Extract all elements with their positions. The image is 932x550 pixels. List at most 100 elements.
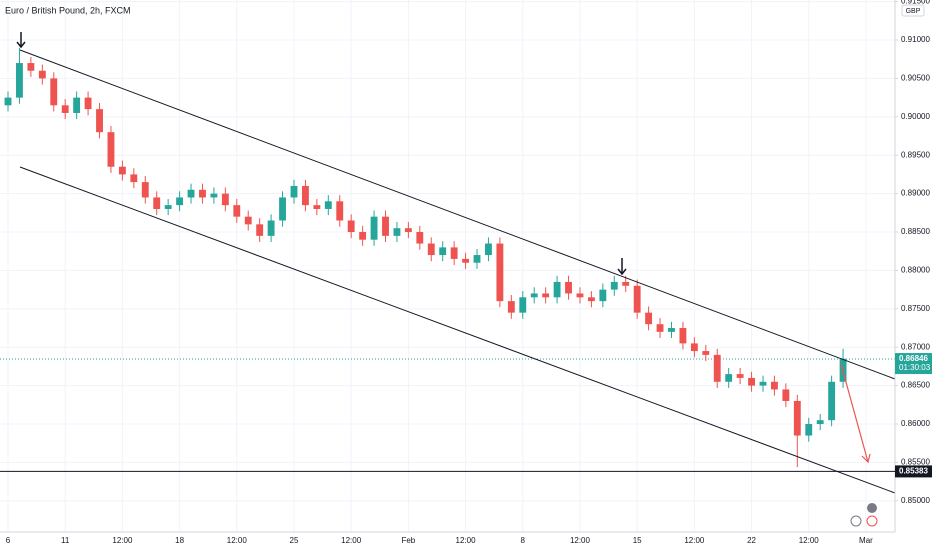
candle-body: [359, 232, 367, 240]
y-tick-label: 0.87000: [901, 342, 930, 351]
candle-body: [816, 420, 824, 425]
candle-body: [507, 301, 515, 313]
candle-body: [450, 247, 458, 259]
x-tick-label: 11: [61, 536, 70, 545]
x-tick-label: 12:00: [112, 536, 133, 545]
candle-body: [16, 63, 23, 98]
candle-body: [736, 374, 744, 378]
x-tick-label: 12:00: [456, 536, 477, 545]
candle-body: [221, 193, 229, 206]
last-price-label: 0.86846: [899, 354, 928, 363]
candle-body: [347, 220, 355, 233]
candle-body: [73, 97, 81, 113]
candle-body: [530, 293, 538, 298]
candle-body: [782, 389, 790, 401]
candle-body: [61, 105, 69, 113]
candle-body: [542, 293, 550, 298]
candle-body: [793, 400, 801, 436]
candle-body: [164, 205, 172, 209]
y-tick-label: 0.85500: [901, 458, 930, 467]
countdown: 01:30:03: [899, 363, 931, 372]
candle-body: [668, 328, 675, 332]
candle-body: [416, 232, 424, 244]
candle-body: [656, 324, 664, 332]
candle-body: [496, 243, 504, 302]
candle-body: [50, 78, 58, 106]
candle-body: [267, 220, 275, 236]
x-tick-label: 12:00: [684, 536, 705, 545]
candle-body: [118, 166, 126, 175]
candle-body: [324, 201, 332, 209]
candle-body: [427, 243, 435, 256]
candle-body: [462, 258, 470, 263]
candle-body: [690, 343, 698, 352]
candle-body: [565, 281, 572, 294]
channel-lower: [19, 166, 896, 494]
candle-body: [702, 351, 710, 355]
y-tick-label: 0.88000: [901, 266, 930, 275]
y-tick-label: 0.91500: [901, 0, 930, 6]
candle-body: [439, 247, 447, 256]
candle-body: [553, 281, 561, 298]
y-tick-label: 0.90000: [901, 112, 930, 121]
candle-body: [141, 182, 149, 198]
candle-body: [96, 109, 103, 133]
candle-body: [633, 285, 641, 313]
candle-body: [153, 197, 161, 209]
grid: [0, 0, 895, 532]
y-tick-label: 0.89500: [901, 150, 930, 159]
arrow-down: [16, 32, 26, 49]
currency: GBP: [906, 8, 921, 15]
candle-body: [473, 255, 481, 263]
x-tick-label: 22: [747, 536, 756, 545]
candle-body: [4, 97, 12, 106]
candle-body: [725, 374, 733, 382]
candle-body: [576, 293, 584, 298]
candle-body: [370, 216, 378, 240]
x-tick-label: 12:00: [570, 536, 591, 545]
level-label: 0.85383: [899, 467, 928, 476]
x-tick-label: 8: [521, 536, 526, 545]
price-axis-bg: [895, 0, 932, 550]
arrow-down: [617, 258, 627, 276]
candle-body: [176, 197, 184, 206]
x-tick-label: Feb: [401, 536, 415, 545]
candle-body: [759, 381, 767, 386]
x-tick-label: 12:00: [227, 536, 248, 545]
currency-box: [901, 4, 925, 17]
candle-body: [622, 281, 630, 286]
candle-body: [256, 224, 264, 236]
candle-body: [645, 312, 653, 325]
candle-body: [805, 424, 813, 436]
candle-body: [713, 354, 721, 382]
x-tick-label: 6: [6, 536, 11, 545]
toolbar-icons[interactable]: [850, 503, 878, 527]
candle-body: [770, 381, 778, 390]
candle-body: [599, 289, 607, 302]
y-tick-label: 0.88500: [901, 227, 930, 236]
candle-body: [485, 243, 492, 256]
last-price-box: [895, 353, 932, 375]
y-tick-label: 0.85000: [901, 496, 930, 505]
forecast-arrow: [840, 363, 871, 464]
candle-body: [393, 228, 401, 236]
candle-body: [828, 381, 836, 421]
axis-labels: 0.85000 0.85500 0.86000 0.86500 0.87000 0.875…: [6, 0, 932, 545]
candle-body: [187, 189, 195, 198]
candle-body: [748, 377, 755, 386]
candle-body: [519, 297, 527, 313]
candle-body: [301, 185, 309, 206]
channel-upper: [19, 49, 896, 380]
candle-body: [84, 97, 92, 110]
x-tick-label: Mar: [859, 536, 873, 545]
candle-body: [38, 70, 46, 79]
candle-body: [382, 216, 389, 236]
y-tick-label: 0.87500: [901, 304, 930, 313]
candle-body: [279, 197, 286, 221]
candle-body: [313, 205, 321, 209]
candle-body: [290, 185, 298, 198]
candle-body: [199, 189, 206, 198]
chart-title: Euro / British Pound, 2h, FXCM: [5, 5, 131, 15]
candle-body: [679, 328, 687, 344]
